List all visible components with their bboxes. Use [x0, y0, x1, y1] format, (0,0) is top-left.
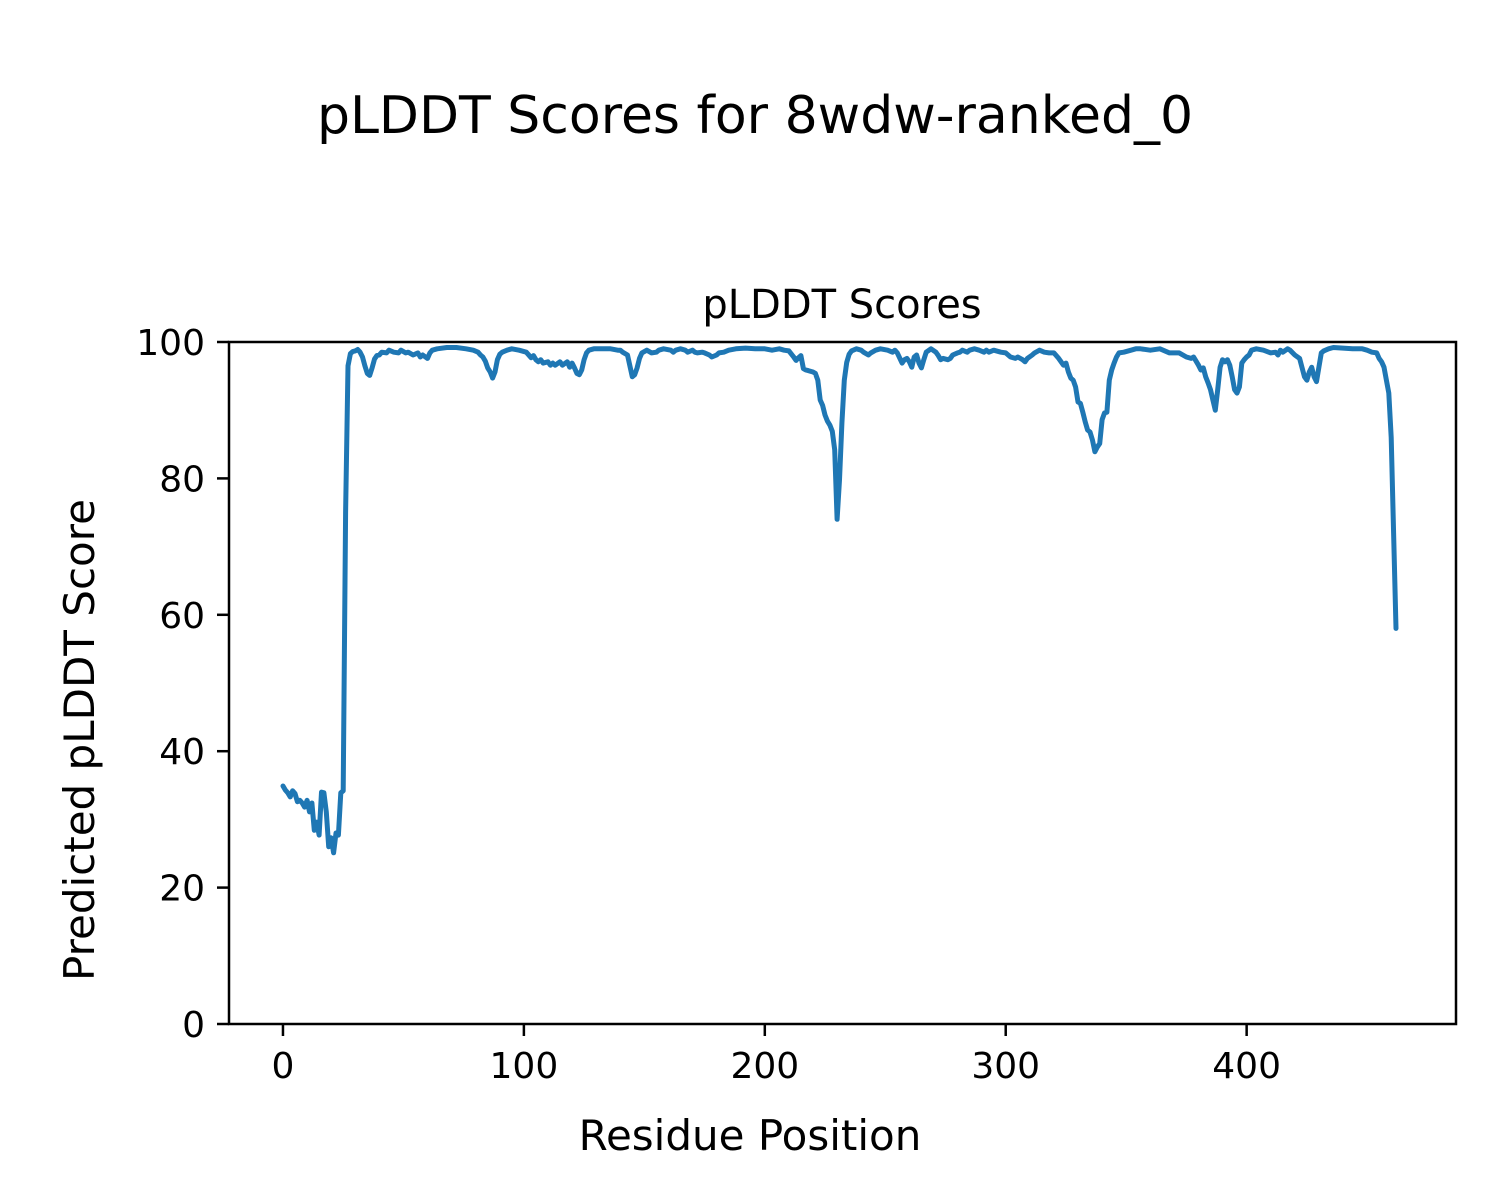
y-axis-label: Predicted pLDDT Score [55, 499, 104, 981]
y-axis-ticks: 0 20 40 60 80 100 [136, 323, 229, 1046]
y-tick-label: 100 [136, 323, 205, 364]
y-tick-label: 60 [159, 596, 205, 637]
x-tick-label: 0 [272, 1046, 295, 1087]
x-tick-label: 300 [971, 1046, 1040, 1087]
axes-title: pLDDT Scores [702, 282, 981, 328]
x-tick-label: 100 [490, 1046, 559, 1087]
plot-area [227, 340, 1458, 1026]
x-tick-label: 400 [1212, 1046, 1281, 1087]
x-axis-ticks: 0 100 200 300 400 [272, 1024, 1281, 1087]
y-tick-label: 0 [182, 1005, 205, 1046]
plddt-series-line [280, 345, 1399, 856]
y-tick-label: 80 [159, 459, 205, 500]
y-tick-label: 20 [159, 869, 205, 910]
x-axis-label: Residue Position [579, 1111, 922, 1160]
figure-suptitle: pLDDT Scores for 8wdw-ranked_0 [317, 86, 1193, 146]
x-tick-label: 200 [730, 1046, 799, 1087]
y-tick-label: 40 [159, 732, 205, 773]
